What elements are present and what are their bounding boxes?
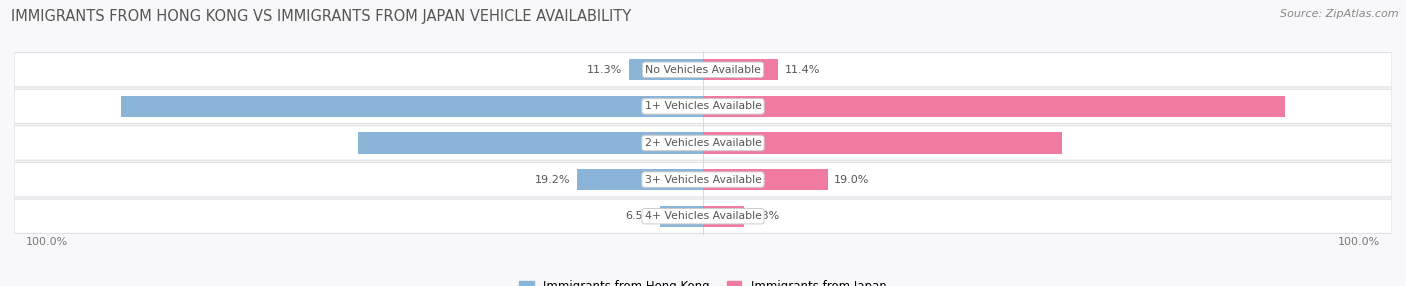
FancyBboxPatch shape — [14, 162, 1392, 197]
FancyBboxPatch shape — [14, 89, 1392, 124]
Bar — [576, 169, 703, 190]
FancyBboxPatch shape — [14, 53, 1392, 87]
Text: IMMIGRANTS FROM HONG KONG VS IMMIGRANTS FROM JAPAN VEHICLE AVAILABILITY: IMMIGRANTS FROM HONG KONG VS IMMIGRANTS … — [11, 9, 631, 23]
Text: 54.7%: 54.7% — [713, 138, 751, 148]
Bar — [661, 206, 703, 227]
Legend: Immigrants from Hong Kong, Immigrants from Japan: Immigrants from Hong Kong, Immigrants fr… — [519, 280, 887, 286]
Text: 6.3%: 6.3% — [751, 211, 779, 221]
Bar — [703, 132, 1062, 154]
Text: 11.4%: 11.4% — [785, 65, 820, 75]
Bar — [359, 132, 703, 154]
FancyBboxPatch shape — [14, 199, 1392, 233]
Bar — [703, 96, 1285, 117]
Bar — [703, 206, 744, 227]
Text: 88.7%: 88.7% — [713, 102, 751, 111]
Text: 19.0%: 19.0% — [834, 175, 869, 184]
Text: 52.6%: 52.6% — [655, 138, 693, 148]
Bar — [628, 59, 703, 80]
Text: 4+ Vehicles Available: 4+ Vehicles Available — [644, 211, 762, 221]
Text: 2+ Vehicles Available: 2+ Vehicles Available — [644, 138, 762, 148]
Bar — [703, 169, 828, 190]
FancyBboxPatch shape — [14, 126, 1392, 160]
Bar — [703, 59, 778, 80]
Text: 1+ Vehicles Available: 1+ Vehicles Available — [644, 102, 762, 111]
Bar — [121, 96, 703, 117]
Text: 3+ Vehicles Available: 3+ Vehicles Available — [644, 175, 762, 184]
Text: 19.2%: 19.2% — [534, 175, 571, 184]
Text: Source: ZipAtlas.com: Source: ZipAtlas.com — [1281, 9, 1399, 19]
Text: 6.5%: 6.5% — [626, 211, 654, 221]
Text: 88.7%: 88.7% — [655, 102, 693, 111]
Text: 11.3%: 11.3% — [588, 65, 623, 75]
Text: No Vehicles Available: No Vehicles Available — [645, 65, 761, 75]
